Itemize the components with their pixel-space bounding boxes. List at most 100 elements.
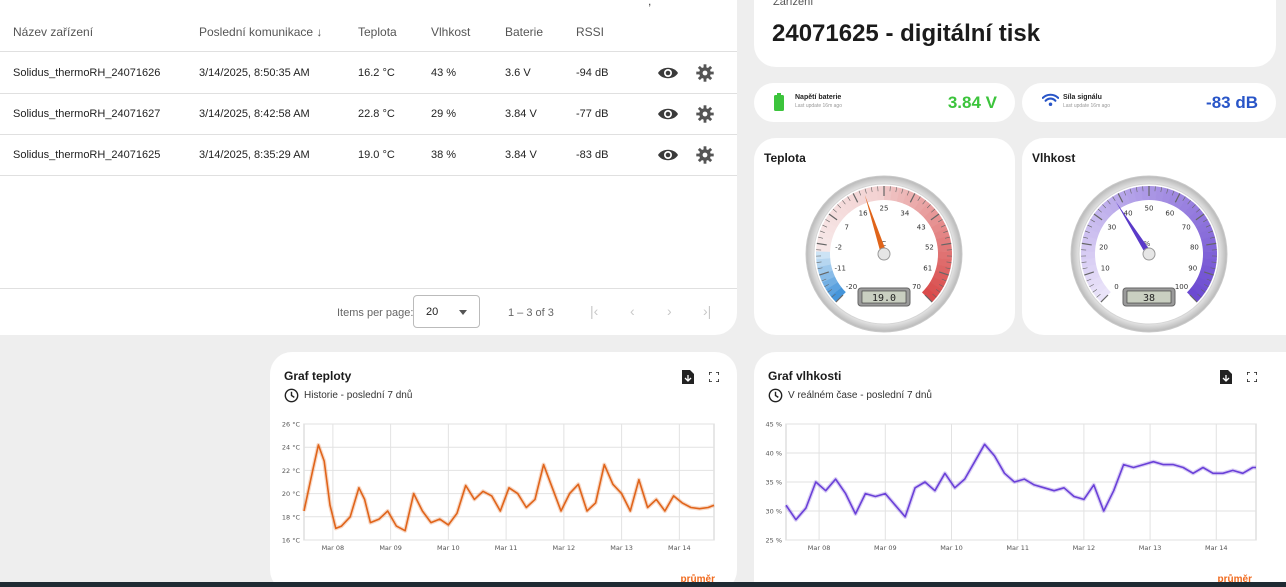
temp-gauge-tick (832, 208, 837, 213)
temp-chart-series-line[interactable] (303, 444, 715, 532)
col-device-name[interactable]: Název zařízení (13, 25, 94, 39)
temp-gauge-band-segment (921, 287, 938, 303)
temp-gauge-tick (931, 208, 936, 213)
hum-chart-series-line[interactable] (785, 443, 1256, 521)
humidity-gauge: 0 10 20 30 40 50 60 70 80 90 100% 38 (1070, 175, 1228, 333)
chevron-down-icon (459, 310, 467, 315)
hum-gauge-tick-label: 30 (1107, 223, 1116, 231)
col-temperature[interactable]: Teplota (358, 25, 397, 39)
hum-chart-ytick-label: 35 % (765, 479, 782, 487)
hum-gauge-band-segment (1093, 207, 1110, 223)
hum-gauge-band-segment (1118, 190, 1131, 206)
temp-gauge-band-segment (926, 282, 942, 297)
hum-gauge-tick (1084, 230, 1090, 233)
fullscreen-icon[interactable] (709, 372, 719, 382)
hum-gauge-tick (1189, 294, 1198, 303)
table-row[interactable]: Solidus_thermoRH_24071627 3/14/2025, 8:42… (0, 94, 737, 135)
previous-page-button[interactable]: ‹ (630, 303, 635, 319)
temp-gauge-band-segment (818, 227, 835, 240)
page-size-select[interactable]: 20 (413, 295, 480, 328)
temp-gauge-tick (945, 267, 951, 270)
chart-legend-average[interactable]: průměr (1217, 574, 1252, 585)
temp-gauge-tick (864, 188, 867, 194)
temp-gauge-tick (906, 190, 910, 196)
settings-gear-icon[interactable] (695, 145, 715, 165)
hum-gauge-band-segment (1081, 250, 1096, 260)
settings-gear-icon[interactable] (695, 104, 715, 124)
col-rssi[interactable]: RSSI (576, 25, 605, 39)
temp-gauge-tick (816, 261, 822, 263)
temp-chart-ytick-label: 22 °C (282, 467, 301, 475)
temperature-chart-title: Graf teploty (284, 369, 352, 383)
table-row[interactable]: Solidus_thermoRH_24071626 3/14/2025, 8:50… (0, 53, 737, 94)
temp-gauge-band-segment (825, 281, 842, 297)
temp-gauge-tick (941, 242, 952, 246)
hum-gauge-needle (1115, 201, 1152, 256)
temp-gauge-tick (930, 213, 940, 221)
temp-gauge-band-segment (853, 190, 866, 206)
temp-gauge-tick (825, 219, 830, 223)
temp-gauge-tick (926, 204, 931, 209)
hum-gauge-tick (1203, 219, 1208, 223)
view-eye-icon[interactable] (658, 104, 678, 124)
cell-battery: 3.84 V (505, 108, 537, 120)
temp-gauge-band-segment (868, 186, 878, 202)
hum-gauge-tick (1204, 284, 1209, 288)
cell-humidity: 38 % (431, 149, 457, 161)
hum-gauge-lcd-value: 38 (1143, 293, 1155, 304)
next-page-button[interactable]: › (667, 303, 672, 319)
temp-gauge-tick-label: 7 (845, 223, 849, 231)
temp-chart-xtick-label: Mar 14 (668, 544, 691, 552)
temp-gauge-band-segment (824, 213, 841, 228)
hum-gauge-tick (1081, 261, 1087, 263)
temp-chart-plot-area (303, 423, 715, 541)
cell-device-name: Solidus_thermoRH_24071626 (13, 67, 161, 79)
temp-gauge-tick (847, 196, 851, 201)
temp-gauge-tick (932, 293, 937, 298)
col-humidity[interactable]: Vlhkost (431, 25, 471, 39)
chart-legend-average[interactable]: průměr (680, 574, 715, 585)
partial-toolbar-icon[interactable]: , (648, 0, 652, 8)
temp-gauge-tick-label: -11 (835, 265, 846, 273)
hum-chart-xtick-label: Mar 13 (1139, 544, 1162, 552)
table-row[interactable]: Solidus_thermoRH_24071625 3/14/2025, 8:35… (0, 135, 737, 176)
first-page-button[interactable]: |‹ (590, 303, 599, 319)
hum-gauge-tick (1211, 261, 1217, 263)
battery-voltage-card: Napětí baterie Last update 16m ago 3.84 … (754, 83, 1015, 122)
hum-gauge-tick (1195, 213, 1205, 221)
battery-value: 3.84 V (947, 93, 997, 112)
hum-gauge-tick (1102, 204, 1107, 209)
hum-gauge-band-segment (1125, 187, 1137, 204)
view-eye-icon[interactable] (658, 63, 678, 83)
col-last-communication[interactable]: Poslední komunikace ↓ (199, 25, 323, 39)
cell-battery: 3.84 V (505, 149, 537, 161)
last-page-button[interactable]: ›| (703, 303, 712, 319)
hum-gauge-tick (1197, 293, 1202, 298)
humidity-gauge-title: Vlhkost (1032, 151, 1076, 165)
page-range-label: 1 – 3 of 3 (508, 307, 554, 319)
export-file-icon[interactable] (682, 370, 694, 384)
hum-gauge-band-segment (1188, 207, 1205, 223)
temp-gauge-band-segment (902, 190, 916, 207)
temp-chart-xtick-label: Mar 13 (610, 544, 633, 552)
hum-gauge-band-segment (1090, 281, 1107, 297)
cell-device-name: Solidus_thermoRH_24071625 (13, 149, 161, 161)
hum-gauge-tick (1205, 224, 1211, 228)
temp-gauge-band-segment (834, 202, 850, 218)
settings-gear-icon[interactable] (695, 63, 715, 83)
view-eye-icon[interactable] (658, 145, 678, 165)
temp-chart-xtick-label: Mar 10 (437, 544, 460, 552)
temp-gauge-band-segment (923, 207, 940, 223)
temp-gauge-hub (877, 247, 891, 261)
hum-gauge-tick (1200, 289, 1206, 293)
hum-gauge-tick (1209, 236, 1215, 239)
export-file-icon[interactable] (1220, 370, 1232, 384)
temp-gauge-lcd (861, 290, 907, 304)
temp-chart-ytick-label: 18 °C (282, 513, 301, 521)
col-battery[interactable]: Baterie (505, 25, 544, 39)
temp-gauge-band-segment (896, 187, 908, 204)
temp-gauge-tick-label: -20 (846, 283, 857, 291)
hum-gauge-tick (1206, 242, 1217, 246)
temp-gauge-tick (922, 200, 926, 205)
fullscreen-icon[interactable] (1247, 372, 1257, 382)
